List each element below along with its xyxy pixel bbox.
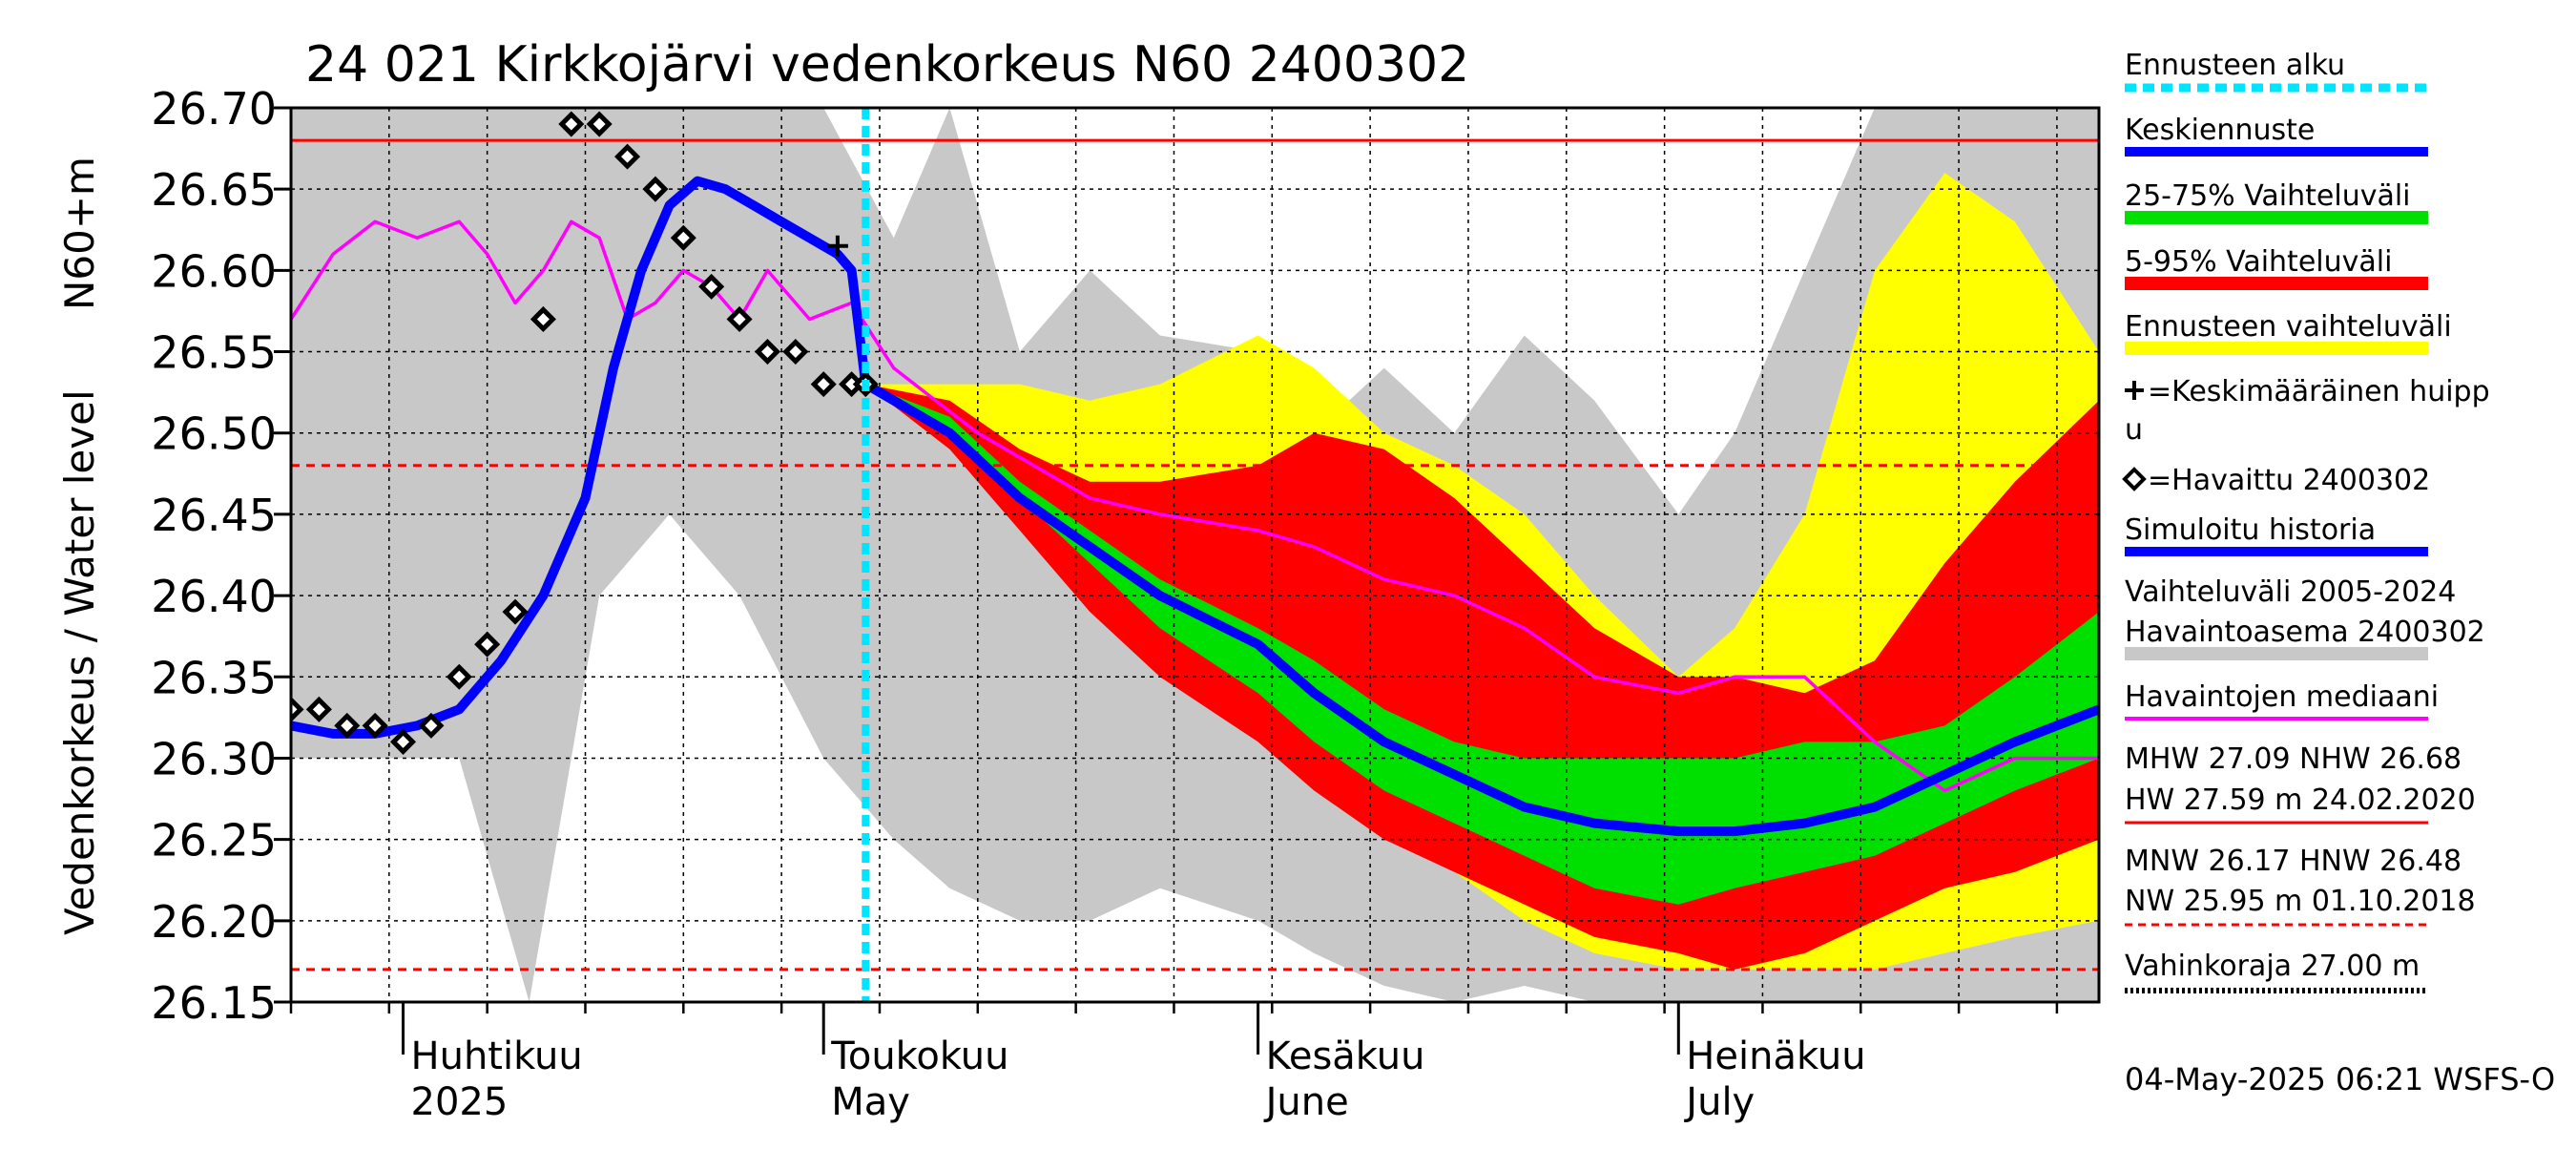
observed-point (558, 111, 585, 137)
y-tick-label: 26.55 (151, 327, 277, 379)
legend-label: 5-95% Vaihteluväli (2125, 245, 2392, 279)
legend: Ennusteen alku Keskiennuste 25-75% Vaihtel… (2122, 49, 2490, 993)
x-month-label: Huhtikuu (411, 1034, 583, 1078)
x-month-label: Toukokuu (830, 1034, 1008, 1078)
observed-point (305, 696, 332, 722)
x-month-label: Kesäkuu (1266, 1034, 1425, 1078)
legend-label: Ennusteen vaihteluväli (2125, 310, 2452, 344)
observed-point (614, 143, 641, 170)
y-tick-label: 26.50 (151, 408, 277, 460)
y-tick-label: 26.35 (151, 652, 277, 703)
plot-area (291, 108, 2099, 1002)
series-line-2 (862, 380, 2099, 837)
observed-point (586, 111, 613, 137)
observed-point (670, 224, 696, 251)
plot-content (291, 108, 2099, 1002)
observed-point (698, 273, 725, 300)
y-tick-label: 26.70 (151, 83, 277, 135)
legend-label: Vahinkoraja 27.00 m (2125, 950, 2420, 983)
observed-point (334, 712, 361, 739)
legend-label: =Keskimääräinen huipp (2148, 375, 2490, 408)
y-axis-unit: N60+m (56, 157, 103, 310)
chart-title: 24 021 Kirkkojärvi vedenkorkeus N60 2400… (305, 36, 1469, 94)
observed-point (362, 712, 388, 739)
observed-point (502, 598, 529, 625)
x-month-sublabel: June (1263, 1080, 1349, 1124)
y-tick-label: 26.45 (151, 490, 277, 541)
plot-frame (289, 106, 2101, 1004)
y-tick-label: 26.15 (151, 977, 277, 1029)
legend-label-line2: Havaintoasema 2400302 (2125, 616, 2485, 649)
legend-label: Ennusteen alku (2125, 49, 2345, 82)
y-tick-label: 26.40 (151, 571, 277, 622)
legend-label: Vaihteluväli 2005-2024 (2125, 575, 2456, 609)
observed-point (726, 305, 753, 333)
series-line-1 (291, 176, 871, 739)
legend-label-line2: NW 25.95 m 01.10.2018 (2125, 885, 2476, 918)
legend-label: MNW 26.17 HNW 26.48 (2125, 845, 2462, 878)
legend-label: Simuloitu historia (2125, 513, 2376, 547)
x-month-sublabel: July (1683, 1080, 1755, 1124)
observed-point (754, 339, 780, 366)
series-line-0 (291, 219, 2099, 793)
observed-point (530, 305, 556, 333)
observed-point (782, 339, 809, 366)
axes: 26.70 26.65 26.60 26.55 26.50 26.45 26.40 26.35… (151, 83, 2101, 1124)
observed-point (291, 696, 304, 722)
x-month-sublabel: May (831, 1080, 910, 1124)
legend-plus-icon (2125, 381, 2144, 400)
y-tick-label: 26.60 (151, 245, 277, 297)
y-tick-label: 26.20 (151, 896, 277, 948)
observed-point (418, 712, 445, 739)
observed-point (810, 371, 837, 398)
observed-point (446, 663, 472, 690)
legend-label: 25-75% Vaihteluväli (2125, 179, 2411, 213)
mean-peak-marker (826, 235, 848, 257)
legend-label: MHW 27.09 NHW 26.68 (2125, 742, 2462, 776)
legend-diamond-icon (2122, 467, 2147, 491)
x-month-sublabel: 2025 (411, 1080, 509, 1124)
observed-point (642, 176, 669, 202)
legend-label: =Havaittu 2400302 (2148, 464, 2430, 497)
y-axis-label: Vedenkorkeus / Water level (56, 389, 103, 935)
observed-point (389, 728, 417, 755)
legend-label: Keskiennuste (2125, 114, 2315, 147)
grid-lines (291, 108, 2099, 1002)
y-tick-label: 26.65 (151, 164, 277, 216)
observed-point (474, 631, 501, 658)
legend-label-line2: HW 27.59 m 24.02.2020 (2125, 783, 2476, 817)
x-month-label: Heinäkuu (1686, 1034, 1865, 1078)
legend-label: Havaintojen mediaani (2125, 680, 2439, 714)
forecast-band-2 (865, 384, 2099, 905)
legend-label-line2: u (2125, 413, 2143, 447)
y-tick-label: 26.30 (151, 733, 277, 784)
y-tick-label: 26.25 (151, 815, 277, 867)
footer-timestamp: 04-May-2025 06:21 WSFS-O (2125, 1061, 2555, 1097)
